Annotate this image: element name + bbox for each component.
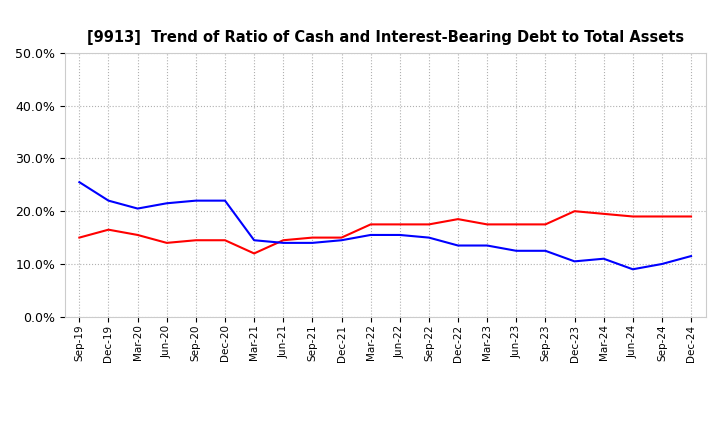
- Cash: [133, 232, 142, 238]
- Cash: [687, 214, 696, 219]
- Cash: [512, 222, 521, 227]
- Interest-Bearing Debt: [687, 253, 696, 259]
- Cash: [250, 251, 258, 256]
- Interest-Bearing Debt: [133, 206, 142, 211]
- Interest-Bearing Debt: [308, 240, 317, 246]
- Cash: [599, 211, 608, 216]
- Interest-Bearing Debt: [337, 238, 346, 243]
- Cash: [366, 222, 375, 227]
- Interest-Bearing Debt: [425, 235, 433, 240]
- Cash: [454, 216, 462, 222]
- Interest-Bearing Debt: [250, 238, 258, 243]
- Cash: [308, 235, 317, 240]
- Interest-Bearing Debt: [483, 243, 492, 248]
- Interest-Bearing Debt: [163, 201, 171, 206]
- Cash: [279, 238, 287, 243]
- Interest-Bearing Debt: [395, 232, 404, 238]
- Cash: [425, 222, 433, 227]
- Line: Cash: Cash: [79, 211, 691, 253]
- Cash: [657, 214, 666, 219]
- Interest-Bearing Debt: [454, 243, 462, 248]
- Title: [9913]  Trend of Ratio of Cash and Interest-Bearing Debt to Total Assets: [9913] Trend of Ratio of Cash and Intere…: [86, 29, 684, 45]
- Cash: [629, 214, 637, 219]
- Cash: [104, 227, 113, 232]
- Interest-Bearing Debt: [629, 267, 637, 272]
- Interest-Bearing Debt: [279, 240, 287, 246]
- Interest-Bearing Debt: [104, 198, 113, 203]
- Interest-Bearing Debt: [192, 198, 200, 203]
- Cash: [570, 209, 579, 214]
- Cash: [483, 222, 492, 227]
- Interest-Bearing Debt: [220, 198, 229, 203]
- Interest-Bearing Debt: [541, 248, 550, 253]
- Interest-Bearing Debt: [366, 232, 375, 238]
- Cash: [220, 238, 229, 243]
- Cash: [192, 238, 200, 243]
- Interest-Bearing Debt: [512, 248, 521, 253]
- Interest-Bearing Debt: [570, 259, 579, 264]
- Interest-Bearing Debt: [657, 261, 666, 267]
- Cash: [75, 235, 84, 240]
- Cash: [395, 222, 404, 227]
- Cash: [163, 240, 171, 246]
- Interest-Bearing Debt: [599, 256, 608, 261]
- Interest-Bearing Debt: [75, 180, 84, 185]
- Line: Interest-Bearing Debt: Interest-Bearing Debt: [79, 182, 691, 269]
- Cash: [337, 235, 346, 240]
- Cash: [541, 222, 550, 227]
